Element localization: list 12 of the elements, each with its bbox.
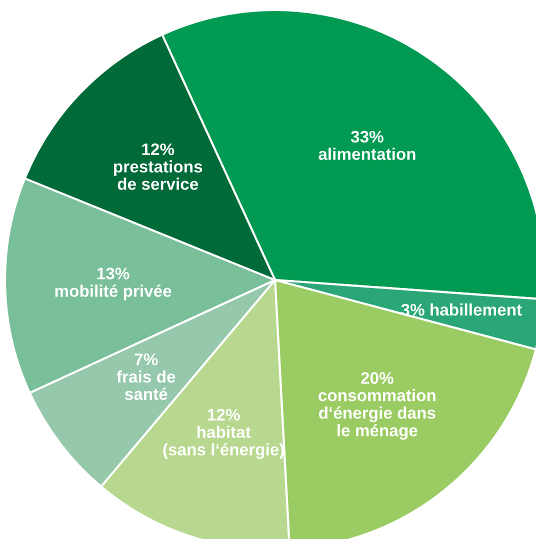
- data-label: 13%: [97, 268, 130, 280]
- slice-label: mobilité privée: [55, 284, 172, 300]
- data-label: 7%: [134, 354, 158, 366]
- slice-label: alimentation: [318, 148, 416, 160]
- data-label: 12%: [142, 143, 174, 156]
- data-label: 33%: [350, 130, 384, 143]
- slice-label: frais de santé: [116, 370, 176, 400]
- data-label: 12%: [208, 408, 240, 421]
- slice-label: consommation d‘énergie dans le ménage: [318, 389, 436, 440]
- slice-label: prestations de service: [114, 160, 202, 190]
- data-label: 20%: [361, 372, 394, 384]
- slice-label: habitat (sans l‘énergie): [163, 426, 284, 459]
